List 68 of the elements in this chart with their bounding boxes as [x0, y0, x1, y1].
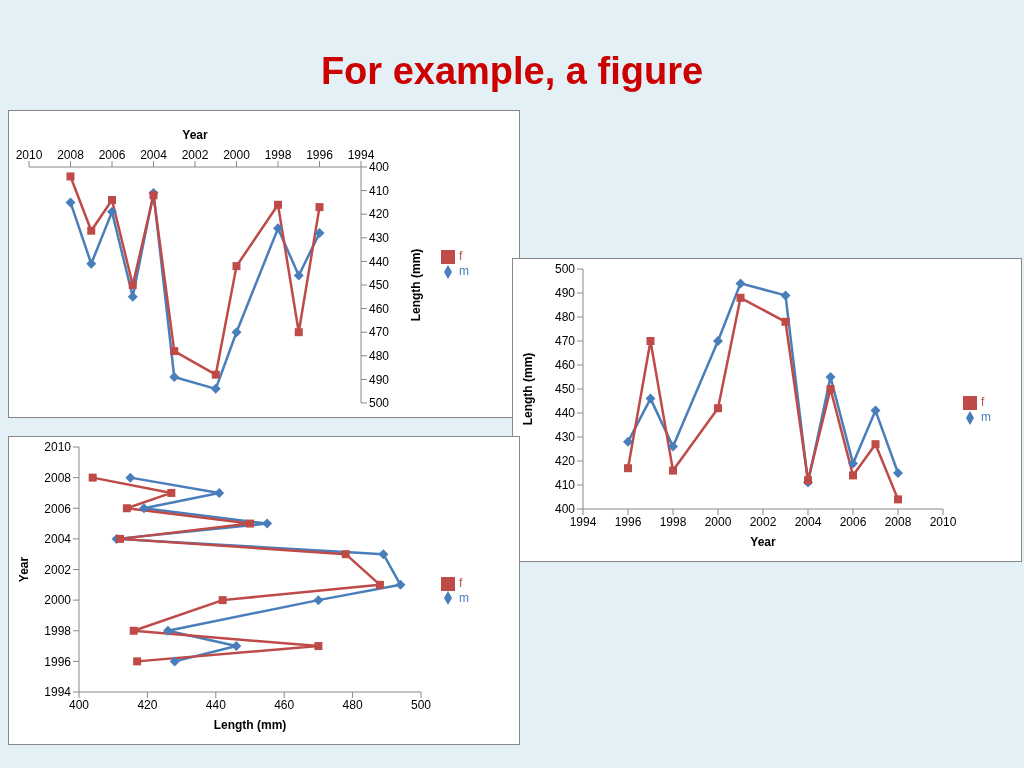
y-tick-label: 2000 [44, 593, 72, 608]
x-tick-label: 460 [274, 697, 295, 712]
x-tick-label: 420 [137, 697, 158, 712]
y-tick-label: 460 [554, 358, 576, 373]
y-tick-label: 2004 [44, 532, 72, 547]
y-tick-label: 490 [554, 286, 576, 301]
x-tick-label: 1996 [614, 514, 642, 529]
y-tick-label: 1994 [44, 685, 72, 700]
y-tick-label: 470 [554, 334, 576, 349]
y-tick-label: 2008 [44, 470, 72, 485]
x-tick-label: 2010 [929, 514, 957, 529]
legend-label: f [981, 395, 985, 410]
legend-label: m [981, 410, 991, 424]
x-tick-label: 2010 [15, 148, 43, 162]
x-tick-label: 2008 [884, 514, 912, 529]
y-tick-label: 470 [369, 325, 390, 340]
y-tick-label: 2006 [44, 501, 72, 516]
y-tick-label: 420 [369, 207, 390, 222]
legend-label: f [459, 249, 463, 264]
legend-label: m [459, 264, 469, 278]
y-tick-label: 1996 [44, 654, 72, 669]
x-tick-label: 2004 [140, 148, 168, 162]
y-tick-label: 400 [369, 160, 390, 175]
x-tick-label: 1994 [347, 148, 375, 162]
y-axis-title: Year [17, 556, 32, 583]
x-tick-label: 400 [68, 697, 90, 712]
x-tick-label: 500 [410, 697, 432, 712]
y-tick-label: 480 [369, 349, 390, 364]
y-tick-label: 460 [369, 301, 390, 316]
x-tick-label: 2002 [749, 514, 777, 529]
y-tick-label: 2010 [44, 440, 72, 455]
x-tick-label: 2006 [839, 514, 867, 529]
legend-label: f [459, 575, 463, 590]
y-tick-label: 500 [554, 262, 576, 277]
y-axis-title: Length (mm) [521, 352, 536, 426]
y-tick-label: 410 [554, 478, 576, 493]
text: For example, a figure [319, 50, 705, 93]
y-tick-label: 480 [554, 310, 576, 325]
x-tick-label: 440 [205, 697, 227, 712]
y-tick-label: 500 [369, 396, 390, 411]
x-axis-title: Year [750, 535, 777, 549]
x-tick-label: 2000 [223, 148, 251, 162]
y-tick-label: 440 [554, 406, 576, 421]
x-tick-label: 480 [342, 697, 363, 712]
y-axis-title: Length (mm) [409, 248, 424, 322]
x-tick-label: 1998 [659, 514, 687, 529]
x-tick-label: 2008 [57, 148, 85, 162]
x-tick-label: 2004 [794, 514, 822, 529]
y-tick-label: 2002 [44, 562, 72, 577]
x-axis-title: Length (mm) [213, 718, 287, 732]
y-tick-label: 1998 [44, 624, 72, 639]
x-tick-label: 1998 [264, 148, 292, 162]
y-tick-label: 490 [369, 372, 390, 387]
x-tick-label: 1994 [569, 514, 597, 529]
y-tick-label: 410 [369, 183, 390, 198]
legend-label: m [459, 590, 469, 605]
y-tick-label: 450 [554, 382, 576, 397]
x-tick-label: 1996 [306, 148, 334, 162]
y-tick-label: 420 [554, 454, 576, 469]
x-tick-label: 2006 [98, 148, 126, 162]
y-tick-label: 450 [369, 278, 390, 293]
y-tick-label: 430 [554, 430, 576, 445]
x-tick-label: 2000 [704, 514, 732, 529]
x-tick-label: 2002 [181, 148, 209, 162]
y-tick-label: 440 [369, 254, 390, 269]
y-tick-label: 430 [369, 231, 390, 246]
x-axis-title: Year [182, 127, 209, 142]
y-tick-label: 400 [554, 502, 576, 517]
